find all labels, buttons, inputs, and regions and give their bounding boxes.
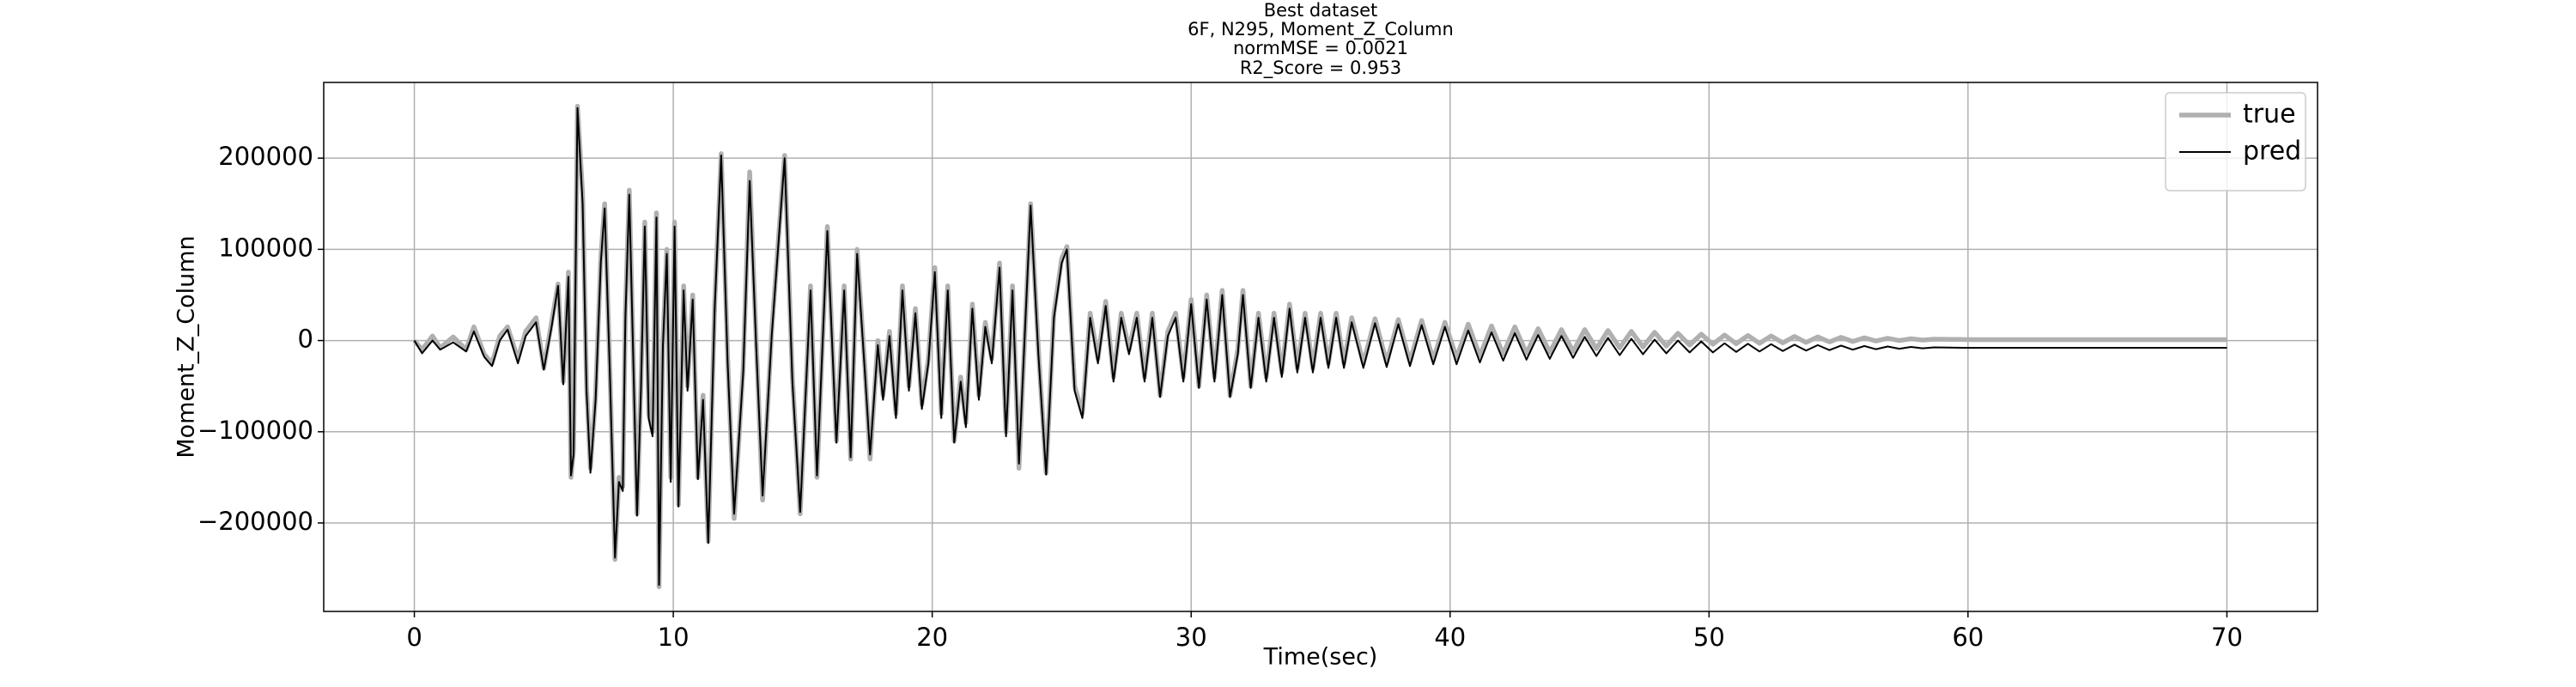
y-tick-label: 100000: [218, 233, 313, 262]
chart-title: 6F, N295, Moment_Z_Column: [1188, 19, 1454, 40]
x-tick-label: 0: [406, 623, 422, 652]
x-tick-label: 60: [1952, 623, 1984, 652]
y-axis-label: Moment_Z_Column: [173, 235, 200, 458]
x-tick-label: 50: [1693, 623, 1725, 652]
data-line: [413, 106, 2227, 587]
chart-title: R2_Score = 0.953: [1240, 58, 1401, 79]
y-tick-label: 200000: [218, 142, 313, 171]
y-tick-label: 0: [298, 325, 313, 354]
x-axis-label: Time(sec): [1263, 644, 1378, 671]
chart-title: Best dataset: [1264, 0, 1378, 21]
y-tick-label: −200000: [197, 507, 313, 536]
legend-label: pred: [2243, 137, 2301, 167]
x-tick-label: 20: [916, 623, 948, 652]
axes-frame: [323, 82, 2318, 612]
x-tick-label: 10: [658, 623, 690, 652]
legend-label: true: [2243, 100, 2296, 130]
x-tick-label: 40: [1434, 623, 1466, 652]
legend: true pred: [2165, 92, 2306, 192]
y-tick-label: −100000: [197, 416, 313, 445]
x-tick-label: 30: [1176, 623, 1207, 652]
chart-title: normMSE = 0.0021: [1233, 38, 1408, 58]
x-tick-label: 70: [2211, 623, 2243, 652]
